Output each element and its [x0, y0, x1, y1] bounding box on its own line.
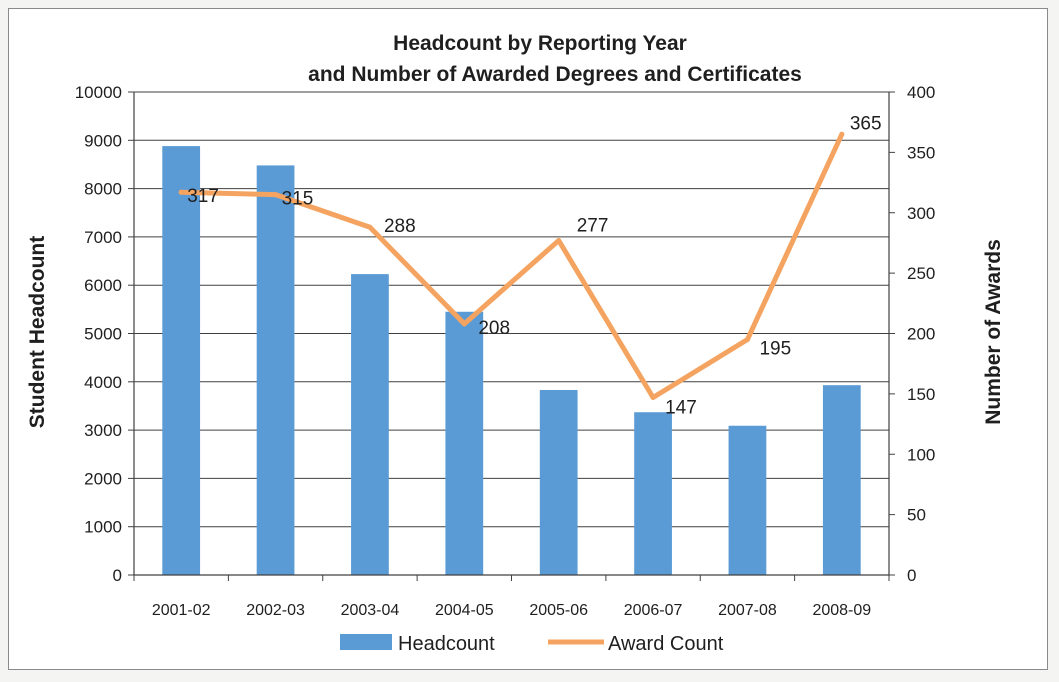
chart-title-line-1: Headcount by Reporting Year: [393, 32, 687, 55]
left-tick-label: 0: [113, 566, 122, 585]
award-count-point: [178, 189, 184, 195]
category-label: 2003-04: [341, 602, 400, 619]
category-label: 2001-02: [152, 602, 211, 619]
award-count-point: [744, 337, 750, 343]
category-label: 2005-06: [529, 602, 588, 619]
headcount-bar: [634, 412, 672, 575]
award-data-label: 208: [478, 318, 510, 339]
chart-title-line-2: and Number of Awarded Degrees and Certif…: [308, 63, 802, 86]
left-tick-label: 3000: [84, 421, 122, 440]
left-tick-label: 4000: [84, 373, 122, 392]
legend-headcount-label: Headcount: [398, 633, 495, 655]
right-axis-ticks: 0 50 100 150 200 250 300 350 400: [889, 83, 935, 585]
right-tick-label: 400: [907, 83, 935, 102]
left-tick-label: 5000: [84, 325, 122, 344]
gridlines: [134, 91, 889, 528]
award-count-point: [461, 321, 467, 327]
left-axis-ticks: 0 1000 2000 3000 4000 5000 6000 7000 8000 9000 100…: [75, 83, 134, 585]
award-count-point: [839, 131, 845, 137]
award-count-series-line: [178, 131, 845, 400]
legend-headcount-swatch: [340, 634, 392, 650]
headcount-bar: [445, 311, 484, 575]
right-tick-label: 250: [907, 264, 935, 283]
award-data-label: 147: [665, 397, 697, 418]
left-tick-label: 8000: [84, 180, 122, 199]
category-labels: 2001-02 2002-03 2003-04 2004-05 2005-06 2006-…: [152, 602, 871, 619]
award-data-label: 315: [282, 189, 314, 210]
left-tick-label: 1000: [84, 518, 122, 537]
award-data-label: 365: [850, 113, 882, 134]
category-label: 2007-08: [718, 602, 777, 619]
right-tick-label: 0: [907, 566, 916, 585]
headcount-bar: [728, 425, 767, 575]
award-data-label: 277: [577, 216, 609, 237]
headcount-bars: [162, 146, 861, 575]
headcount-bar: [539, 390, 578, 575]
category-label: 2008-09: [812, 602, 871, 619]
right-tick-label: 350: [907, 143, 935, 162]
headcount-bar: [822, 385, 861, 575]
axes: [133, 92, 890, 581]
left-tick-label: 6000: [84, 276, 122, 295]
left-tick-label: 9000: [84, 131, 122, 150]
left-axis-title: Student Headcount: [26, 236, 49, 429]
right-tick-label: 300: [907, 204, 935, 223]
award-count-point: [273, 192, 279, 198]
right-tick-label: 100: [907, 445, 935, 464]
award-count-line: [178, 131, 845, 400]
right-axis-title: Number of Awards: [982, 239, 1005, 425]
left-tick-label: 10000: [75, 83, 122, 102]
left-tick-label: 2000: [84, 469, 122, 488]
left-tick-label: 7000: [84, 228, 122, 247]
award-data-label: 195: [759, 339, 791, 360]
right-tick-label: 150: [907, 385, 935, 404]
category-label: 2006-07: [624, 602, 683, 619]
headcount-bar: [351, 274, 389, 575]
headcount-bar: [162, 146, 201, 575]
right-tick-label: 50: [907, 506, 926, 525]
legend: Headcount Award Count: [340, 633, 724, 655]
right-tick-label: 200: [907, 325, 935, 344]
award-data-labels: 317 315 288 208 277 147 195 365: [187, 113, 881, 418]
award-count-point: [367, 224, 373, 230]
category-label: 2002-03: [246, 602, 305, 619]
category-label: 2004-05: [435, 602, 494, 619]
award-count-point: [556, 238, 562, 244]
award-count-point: [650, 394, 656, 400]
headcount-bar: [256, 165, 295, 575]
award-data-label: 288: [384, 216, 416, 237]
legend-award-label: Award Count: [608, 633, 724, 655]
award-data-label: 317: [187, 186, 219, 207]
